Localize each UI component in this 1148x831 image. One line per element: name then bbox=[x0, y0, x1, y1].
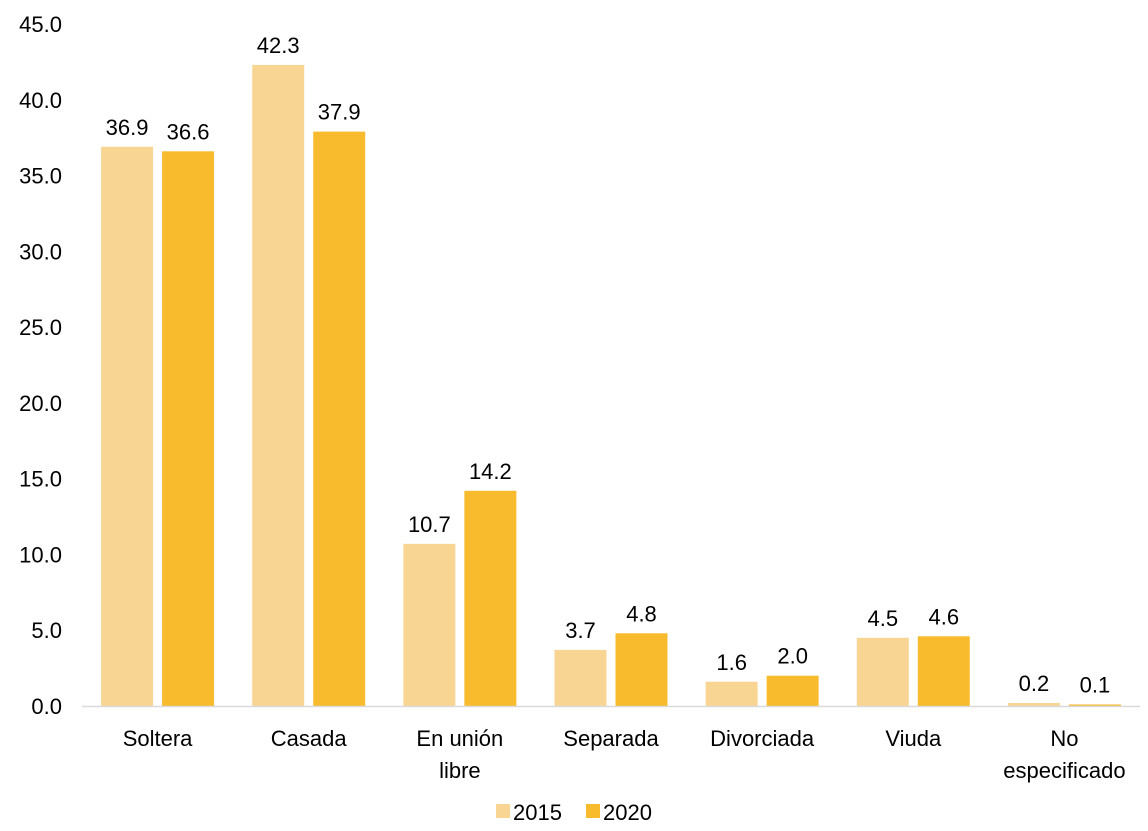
y-tick-label: 5.0 bbox=[31, 618, 62, 643]
x-tick-label: No bbox=[1050, 726, 1078, 751]
y-tick-label: 20.0 bbox=[19, 391, 62, 416]
x-tick-label: libre bbox=[439, 758, 481, 783]
bar-2020 bbox=[917, 636, 970, 706]
x-tick-label: Soltera bbox=[123, 726, 193, 751]
y-tick-label: 15.0 bbox=[19, 467, 62, 492]
legend-swatch-2020 bbox=[586, 804, 600, 818]
bar-2015 bbox=[101, 146, 154, 706]
bar-2015 bbox=[705, 681, 758, 706]
data-label-2020: 37.9 bbox=[318, 100, 361, 125]
legend: 2015 2020 bbox=[496, 800, 652, 825]
legend-label-2020: 2020 bbox=[603, 800, 652, 825]
bar-2020 bbox=[615, 633, 668, 706]
x-tick-label: En unión bbox=[416, 726, 503, 751]
bar-2015 bbox=[403, 543, 456, 706]
data-label-2020: 4.6 bbox=[928, 604, 959, 629]
legend-label-2015: 2015 bbox=[513, 800, 562, 825]
legend-swatch-2015 bbox=[496, 804, 510, 818]
data-label-2015: 1.6 bbox=[716, 650, 747, 675]
y-axis: 0.0 5.0 10.0 15.0 20.0 25.0 30.0 35.0 40.0 45.0 bbox=[19, 12, 62, 719]
data-label-2020: 36.6 bbox=[167, 119, 210, 144]
bars bbox=[101, 64, 1121, 707]
bar-2015 bbox=[252, 64, 305, 707]
y-tick-label: 25.0 bbox=[19, 315, 62, 340]
data-label-2015: 3.7 bbox=[565, 618, 596, 643]
y-tick-label: 45.0 bbox=[19, 12, 62, 37]
bar-2020 bbox=[162, 151, 215, 707]
data-label-2015: 0.2 bbox=[1019, 671, 1050, 696]
x-tick-label: Viuda bbox=[885, 726, 942, 751]
y-tick-label: 0.0 bbox=[31, 694, 62, 719]
x-tick-label: especificado bbox=[1003, 758, 1125, 783]
y-tick-label: 30.0 bbox=[19, 239, 62, 264]
x-axis: Soltera Casada En unión libre Separada Divorc… bbox=[123, 726, 1126, 783]
y-tick-label: 10.0 bbox=[19, 542, 62, 567]
x-tick-label: Separada bbox=[563, 726, 659, 751]
y-tick-label: 40.0 bbox=[19, 88, 62, 113]
bar-2015 bbox=[856, 637, 909, 706]
data-label-2015: 42.3 bbox=[257, 33, 300, 58]
bar-2020 bbox=[1068, 704, 1121, 706]
y-tick-label: 35.0 bbox=[19, 164, 62, 189]
bar-2020 bbox=[313, 131, 366, 707]
bar-2015 bbox=[554, 649, 607, 706]
bar-2020 bbox=[464, 490, 517, 706]
bar-2020 bbox=[766, 675, 819, 706]
data-labels: 36.9 36.6 42.3 37.9 10.7 14.2 3.7 4.8 1.6 2.0 4.5 4… bbox=[106, 33, 1111, 698]
data-label-2020: 14.2 bbox=[469, 459, 512, 484]
data-label-2015: 4.5 bbox=[867, 606, 898, 631]
data-label-2015: 10.7 bbox=[408, 512, 451, 537]
data-label-2020: 2.0 bbox=[777, 644, 808, 669]
data-label-2015: 36.9 bbox=[106, 115, 149, 140]
x-tick-label: Casada bbox=[271, 726, 348, 751]
bar-2015 bbox=[1007, 702, 1060, 706]
data-label-2020: 4.8 bbox=[626, 601, 657, 626]
data-label-2020: 0.1 bbox=[1080, 672, 1111, 697]
x-tick-label: Divorciada bbox=[710, 726, 815, 751]
